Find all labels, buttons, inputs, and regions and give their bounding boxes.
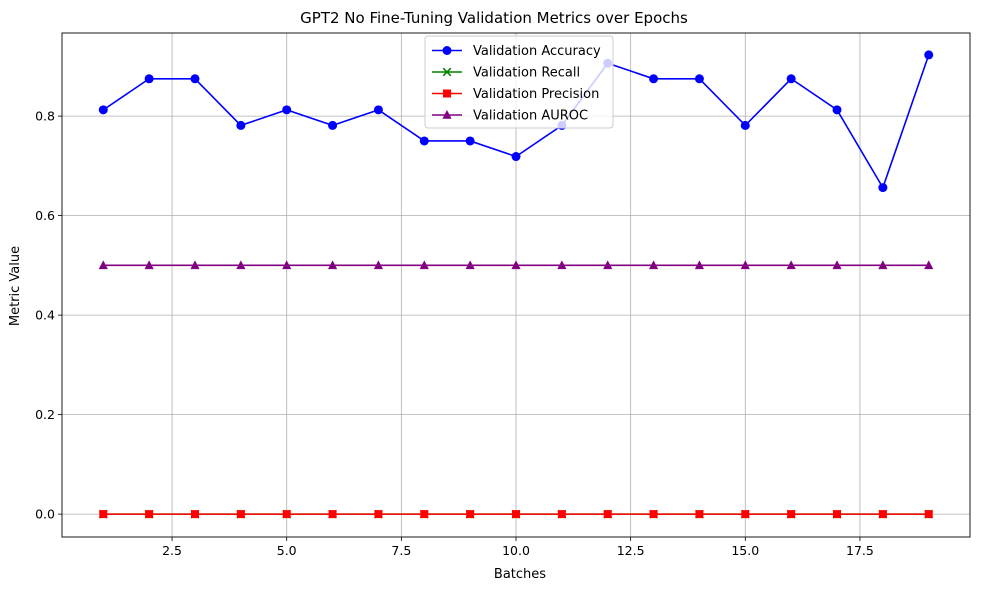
data-point-validation-auroc — [236, 260, 246, 270]
legend-item-validation-accuracy: Validation Accuracy — [432, 44, 601, 59]
data-point-validation-auroc — [327, 260, 338, 270]
data-point-validation-accuracy — [144, 74, 154, 84]
data-point-validation-precision — [190, 510, 199, 519]
data-point-validation-precision — [145, 510, 154, 519]
data-point-validation-precision — [741, 510, 750, 519]
data-point-validation-accuracy — [373, 105, 383, 115]
data-point-validation-precision — [695, 510, 704, 519]
legend-label: Validation Recall — [473, 66, 580, 81]
legend-marker — [442, 67, 452, 77]
legend-label: Validation Precision — [473, 87, 599, 102]
legend-marker — [442, 46, 452, 55]
x-tick-label: 15.0 — [731, 543, 759, 558]
data-point-validation-accuracy — [190, 74, 200, 84]
data-point-validation-accuracy — [282, 105, 292, 115]
x-tick-label: 2.5 — [162, 543, 182, 558]
series-validation-auroc — [98, 260, 934, 270]
data-point-validation-accuracy — [98, 105, 108, 115]
data-point-validation-accuracy — [328, 120, 338, 130]
data-point-validation-precision — [649, 510, 658, 519]
series-layer — [98, 50, 934, 519]
y-tick-label: 0.2 — [35, 407, 55, 422]
data-point-validation-auroc — [419, 260, 429, 270]
data-point-validation-precision — [328, 510, 337, 519]
data-point-validation-accuracy — [924, 50, 934, 60]
data-point-validation-precision — [833, 510, 842, 519]
x-tick-label: 5.0 — [277, 543, 297, 558]
legend-item-validation-precision: Validation Precision — [432, 87, 599, 102]
legend-marker — [443, 89, 451, 98]
x-tick-label: 7.5 — [391, 543, 411, 558]
legend-frame — [424, 35, 614, 129]
data-point-validation-precision — [557, 510, 566, 519]
legend-label: Validation AUROC — [473, 109, 588, 124]
data-point-validation-precision — [512, 510, 520, 519]
data-point-validation-accuracy — [465, 136, 475, 146]
data-point-validation-auroc — [648, 260, 659, 270]
data-point-validation-accuracy — [649, 74, 659, 84]
chart-title: GPT2 No Fine-Tuning Validation Metrics o… — [300, 9, 688, 27]
y-tick-label: 0.0 — [35, 507, 55, 522]
y-tick-label: 0.6 — [35, 208, 55, 223]
data-point-validation-accuracy — [236, 120, 246, 130]
x-tick-label: 10.0 — [502, 543, 530, 558]
data-point-validation-accuracy — [694, 74, 704, 84]
series-validation-accuracy — [98, 50, 934, 193]
data-point-validation-auroc — [190, 260, 200, 270]
data-point-validation-accuracy — [832, 105, 842, 115]
data-point-validation-precision — [282, 510, 291, 519]
data-point-validation-auroc — [740, 260, 750, 270]
x-tick-label: 17.5 — [846, 543, 874, 558]
x-tick-label: 12.5 — [617, 543, 645, 558]
data-point-validation-accuracy — [740, 120, 750, 130]
x-axis-label: Batches — [494, 567, 546, 582]
legend-label: Validation Accuracy — [473, 44, 601, 59]
data-point-validation-auroc — [786, 260, 796, 270]
data-point-validation-auroc — [557, 260, 567, 270]
y-tick-label: 0.4 — [35, 308, 55, 323]
axis-ticks: 2.5 5.0 7.5 10.0 12.5 15.0 17.5 0.0 0.2 0.4 0.6 0.8 — [35, 109, 874, 558]
data-point-validation-auroc — [694, 260, 705, 270]
data-point-validation-accuracy — [786, 74, 796, 84]
legend-item-validation-recall: Validation Recall — [432, 66, 580, 81]
data-point-validation-precision — [878, 510, 887, 519]
legend-marker — [442, 110, 452, 119]
data-point-validation-auroc — [373, 260, 384, 270]
y-axis-label: Metric Value — [8, 246, 23, 326]
data-point-validation-auroc — [603, 260, 613, 270]
data-point-validation-auroc — [878, 260, 888, 270]
data-point-validation-precision — [236, 510, 245, 519]
legend: Validation Accuracy Validation Recall Vali… — [424, 35, 614, 129]
data-point-validation-precision — [99, 510, 108, 519]
data-point-validation-precision — [787, 510, 796, 519]
data-point-validation-accuracy — [878, 183, 888, 193]
data-point-validation-auroc — [924, 260, 934, 270]
data-point-validation-auroc — [832, 260, 842, 270]
data-point-validation-precision — [420, 510, 429, 519]
data-point-validation-accuracy — [419, 136, 429, 146]
data-point-validation-accuracy — [511, 152, 521, 162]
data-point-validation-precision — [603, 510, 612, 519]
data-point-validation-auroc — [511, 260, 521, 270]
data-point-validation-precision — [374, 510, 383, 519]
data-point-validation-auroc — [282, 260, 292, 270]
data-point-validation-precision — [466, 510, 475, 519]
data-point-validation-auroc — [98, 260, 108, 270]
y-tick-label: 0.8 — [35, 109, 55, 124]
data-point-validation-precision — [924, 510, 933, 519]
series-validation-precision — [99, 510, 933, 519]
data-point-validation-auroc — [144, 260, 154, 270]
legend-item-validation-auroc: Validation AUROC — [432, 109, 588, 124]
data-point-validation-auroc — [465, 260, 475, 270]
